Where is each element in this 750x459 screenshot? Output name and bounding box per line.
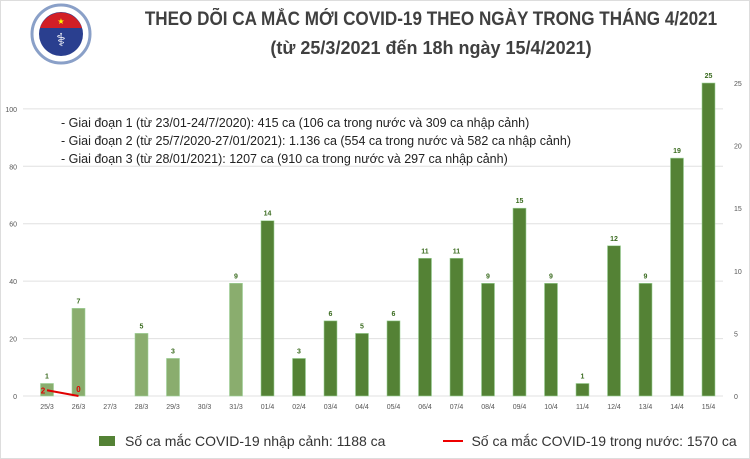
x-tick-label: 01/4 (261, 404, 275, 411)
x-tick-label: 06/4 (418, 404, 432, 411)
bar-data-label: 6 (329, 311, 333, 318)
bar (449, 257, 464, 397)
bar (512, 207, 527, 397)
bar (701, 82, 716, 397)
svg-text:★: ★ (57, 17, 64, 26)
bar-data-label: 11 (421, 248, 429, 255)
bar-data-label: 14 (264, 211, 272, 218)
bar-data-label: 9 (644, 273, 648, 280)
x-tick-label: 26/3 (72, 404, 86, 411)
x-tick-label: 25/3 (40, 404, 54, 411)
right-tick-label: 0 (734, 394, 738, 401)
chart-title: THEO DÕI CA MẮC MỚI COVID-19 THEO NGÀY T… (144, 9, 718, 30)
legend-domestic: Số ca mắc COVID-19 trong nước: 1570 ca (471, 433, 737, 449)
svg-text:⚕: ⚕ (56, 30, 66, 50)
bar (355, 333, 369, 397)
legend-imported: Số ca mắc COVID-19 nhập cảnh: 1188 ca (125, 433, 386, 449)
bar-data-label: 25 (705, 73, 713, 80)
bar (40, 383, 54, 397)
x-tick-label: 10/4 (544, 404, 558, 411)
line-data-label: 2 (41, 386, 46, 395)
bar-data-label: 5 (360, 323, 364, 330)
x-tick-label: 07/4 (450, 404, 464, 411)
left-tick-label: 60 (9, 222, 17, 229)
right-tick-label: 15 (734, 206, 742, 213)
legend: Số ca mắc COVID-19 nhập cảnh: 1188 ca Số… (99, 433, 737, 449)
logo: ★ ⚕ (30, 3, 92, 65)
chart-subtitle: (từ 25/3/2021 đến 18h ngày 15/4/2021) (270, 38, 592, 58)
bar (134, 333, 149, 397)
left-tick-label: 100 (5, 107, 17, 114)
line-data-label: 0 (76, 385, 81, 394)
x-tick-label: 02/4 (292, 404, 306, 411)
x-tick-label: 29/3 (166, 404, 180, 411)
bar (229, 283, 243, 397)
bar (575, 383, 590, 397)
bar-data-label: 19 (673, 148, 681, 155)
bar (481, 283, 495, 397)
bar (638, 283, 653, 397)
bar (418, 257, 432, 397)
bar-data-label: 7 (77, 298, 81, 305)
bar-data-label: 15 (516, 198, 524, 205)
x-tick-label: 11/4 (576, 404, 589, 411)
x-tick-label: 04/4 (355, 404, 369, 411)
x-tick-label: 15/4 (702, 404, 716, 411)
x-tick-label: 08/4 (481, 404, 495, 411)
x-tick-label: 13/4 (639, 404, 653, 411)
note-phase-2: - Giai đoạn 2 (từ 25/7/2020-27/01/2021):… (61, 134, 571, 148)
bar (166, 358, 180, 397)
right-tick-label: 5 (734, 331, 738, 338)
x-tick-label: 31/3 (229, 404, 243, 411)
x-tick-label: 27/3 (103, 404, 117, 411)
bar-data-label: 9 (486, 273, 490, 280)
x-tick-label: 30/3 (198, 404, 212, 411)
bar (71, 308, 86, 397)
bar (607, 245, 621, 397)
bar-data-label: 3 (171, 348, 175, 355)
bar (670, 157, 684, 397)
note-phase-1: - Giai đoạn 1 (từ 23/01-24/7/2020): 415 … (61, 116, 530, 130)
left-tick-label: 40 (9, 279, 17, 286)
legend-swatch-domestic (443, 440, 464, 442)
bar-data-label: 1 (581, 373, 585, 380)
right-tick-label: 10 (734, 269, 742, 276)
domestic-line (46, 389, 79, 397)
bar (323, 320, 338, 397)
right-tick-label: 25 (734, 81, 742, 88)
bar (260, 220, 275, 397)
bar-data-label: 12 (610, 236, 618, 243)
note-phase-3: - Giai đoạn 3 (từ 28/01/2021): 1207 ca (… (61, 152, 508, 166)
x-tick-label: 03/4 (324, 404, 338, 411)
bar-data-label: 11 (453, 248, 461, 255)
bar-data-label: 9 (549, 273, 553, 280)
left-tick-label: 0 (13, 394, 17, 401)
bar-data-label: 3 (297, 348, 301, 355)
right-tick-label: 20 (734, 144, 742, 151)
x-tick-label: 05/4 (387, 404, 401, 411)
x-tick-label: 09/4 (513, 404, 527, 411)
bar-data-label: 5 (140, 323, 144, 330)
bar-data-label: 9 (234, 273, 238, 280)
bar (386, 320, 401, 397)
notes: - Giai đoạn 1 (từ 23/01-24/7/2020): 415 … (61, 114, 571, 168)
x-tick-label: 12/4 (607, 404, 621, 411)
bar-data-label: 1 (45, 373, 49, 380)
bar (544, 283, 558, 397)
x-tick-label: 14/4 (670, 404, 684, 411)
left-tick-label: 80 (9, 164, 17, 171)
x-tick-label: 28/3 (135, 404, 149, 411)
bar (292, 358, 306, 397)
left-tick-label: 20 (9, 337, 17, 344)
legend-swatch-imported (99, 436, 115, 446)
bar-data-label: 6 (392, 311, 396, 318)
